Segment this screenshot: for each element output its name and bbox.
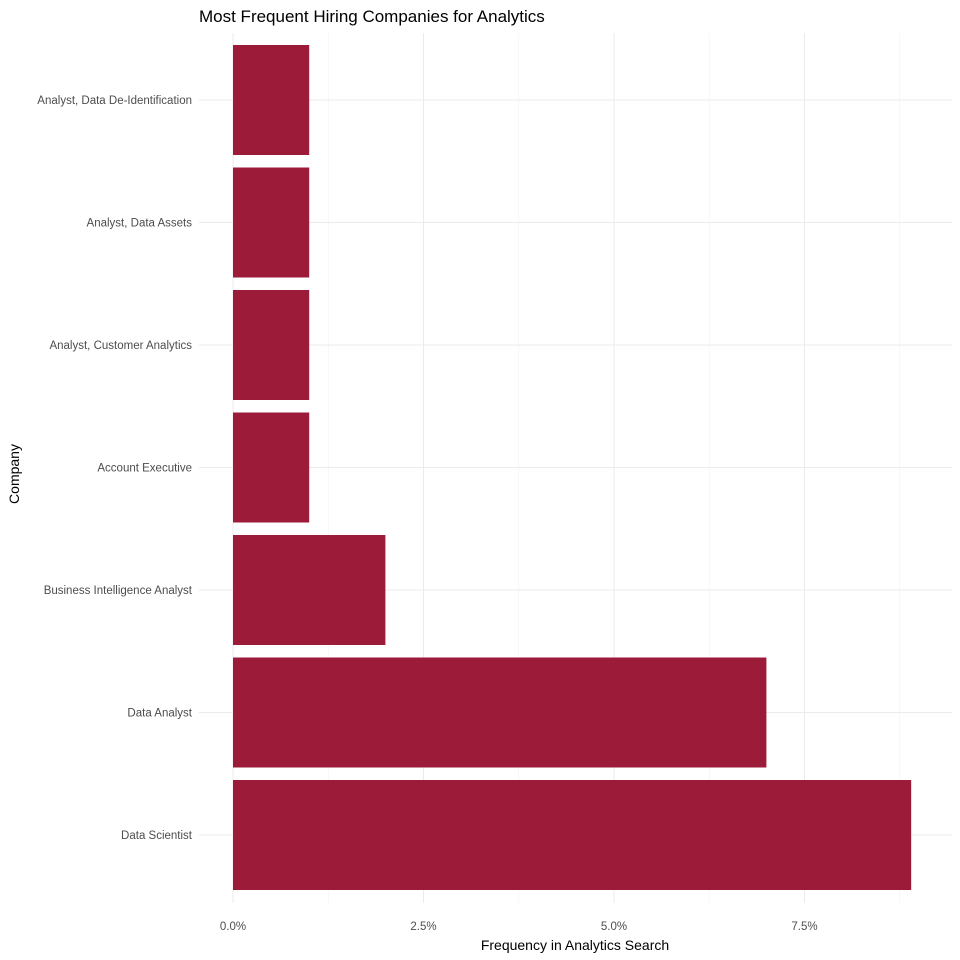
bar: [233, 167, 310, 278]
bars: [233, 45, 912, 890]
bar: [233, 412, 310, 523]
y-tick-label: Analyst, Data Assets: [87, 218, 193, 230]
x-tick-labels: 0.0% 2.5% 5.0% 7.5%: [220, 921, 818, 933]
gridlines: [199, 33, 952, 903]
bar: [233, 535, 386, 645]
y-tick-label: Data Scientist: [121, 830, 193, 842]
chart-title: Most Frequent Hiring Companies for Analy…: [199, 7, 545, 26]
bar: [233, 657, 767, 768]
y-tick-label: Account Executive: [97, 463, 192, 475]
x-tick-label: 7.5%: [791, 921, 817, 933]
bar: [233, 780, 912, 890]
bar: [233, 45, 310, 155]
x-tick-label: 2.5%: [410, 921, 436, 933]
y-tick-label: Analyst, Customer Analytics: [49, 340, 192, 352]
y-tick-labels: Data Scientist Data Analyst Business Intel…: [37, 95, 193, 842]
y-axis-title: Company: [6, 444, 22, 504]
y-tick-label: Business Intelligence Analyst: [44, 585, 193, 597]
y-tick-label: Analyst, Data De-Identification: [37, 95, 192, 107]
y-tick-label: Data Analyst: [127, 708, 192, 720]
bar: [233, 290, 310, 400]
x-tick-label: 0.0%: [220, 921, 246, 933]
x-axis-title: Frequency in Analytics Search: [481, 937, 669, 953]
x-tick-label: 5.0%: [601, 921, 627, 933]
